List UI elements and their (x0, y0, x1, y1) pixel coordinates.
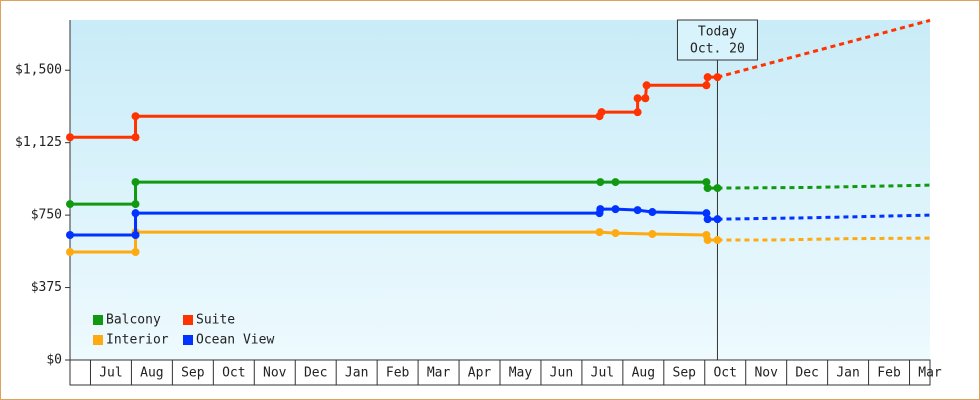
point (702, 209, 711, 218)
point (66, 200, 74, 209)
plot-area (70, 20, 930, 360)
y-tick-label: $1,125 (15, 135, 62, 150)
y-tick-label: $750 (31, 208, 62, 223)
forecast-line (717, 236, 931, 242)
x-tick-label: Nov (754, 366, 778, 381)
legend-swatch (93, 315, 103, 325)
forecast-line (717, 213, 931, 221)
point (648, 230, 657, 239)
legend-label: Interior (106, 333, 169, 348)
x-tick-label: Nov (263, 366, 287, 381)
point (131, 209, 140, 218)
legend-label: Suite (196, 313, 235, 328)
point (131, 231, 140, 240)
point (66, 133, 74, 142)
point (66, 248, 74, 257)
x-tick-label: Apr (468, 366, 492, 381)
point (713, 236, 722, 245)
x-tick-label: Mar (427, 366, 451, 381)
legend-swatch (183, 315, 193, 325)
point (611, 178, 620, 187)
point (131, 248, 140, 257)
point (595, 228, 604, 237)
legend-swatch (183, 335, 193, 345)
x-tick-label: Dec (304, 366, 327, 381)
point (713, 73, 722, 82)
point (703, 184, 712, 193)
point (131, 200, 140, 209)
x-tick-label: Feb (877, 366, 901, 381)
point (702, 178, 711, 187)
point (641, 94, 650, 103)
today-label: Oct. 20 (690, 42, 745, 57)
point (131, 133, 140, 142)
point (131, 112, 140, 121)
y-tick-label: $1,500 (15, 63, 62, 78)
point (66, 231, 74, 240)
x-tick-label: Feb (386, 366, 410, 381)
point (642, 81, 651, 90)
point (703, 73, 712, 82)
y-tick-label: $375 (31, 280, 62, 295)
point (703, 236, 712, 245)
legend-label: Balcony (106, 313, 161, 328)
x-tick-label: Aug (632, 366, 655, 381)
point (633, 108, 642, 117)
x-tick-label: Oct (713, 366, 736, 381)
x-tick-label: Jul (591, 366, 614, 381)
point (596, 205, 605, 214)
x-tick-label: Mar (918, 366, 942, 381)
x-tick-label: Sep (673, 366, 697, 381)
forecast-line (717, 18, 931, 79)
point (596, 178, 605, 187)
x-tick-label: Jul (99, 366, 122, 381)
x-tick-label: Oct (222, 366, 245, 381)
y-tick-label: $0 (46, 353, 62, 368)
point (702, 81, 711, 90)
legend-label: Ocean View (196, 333, 274, 348)
today-box (676, 19, 758, 61)
x-tick-label: Sep (181, 366, 205, 381)
point (597, 108, 606, 117)
x-tick-label: Jan (345, 366, 368, 381)
x-tick-label: Dec (795, 366, 818, 381)
point (713, 184, 722, 193)
point (633, 94, 642, 103)
x-tick-label: Aug (140, 366, 163, 381)
point (611, 205, 620, 214)
point (713, 215, 722, 224)
x-tick-label: Jan (836, 366, 859, 381)
legend-swatch (93, 335, 103, 345)
today-label: Today (698, 25, 737, 40)
x-tick-label: May (509, 366, 533, 381)
forecast-line (717, 183, 931, 190)
point (648, 208, 657, 217)
point (633, 206, 642, 215)
point (611, 229, 620, 238)
x-tick-label: Jun (550, 366, 573, 381)
point (131, 178, 140, 187)
point (703, 215, 712, 224)
